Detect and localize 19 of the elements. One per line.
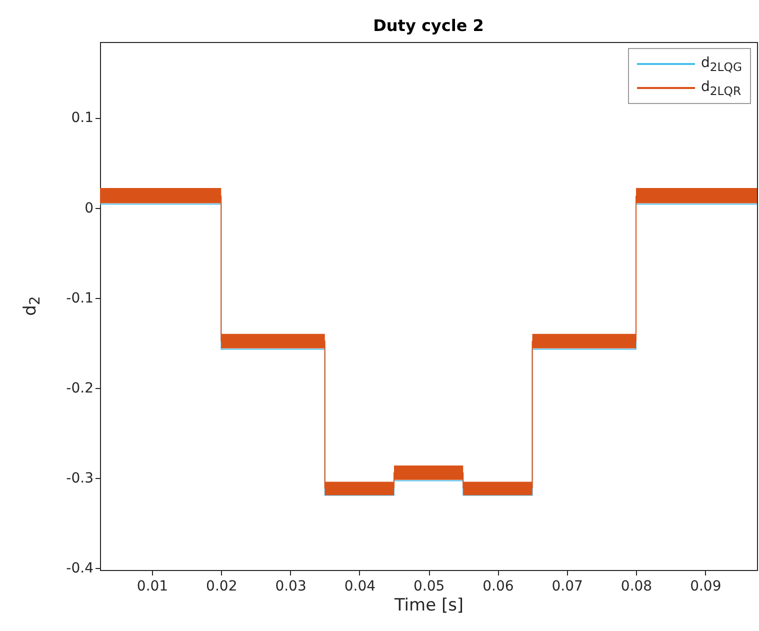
y-tick-label: -0.4 <box>66 560 94 577</box>
legend-label: d$_{2LQG}$ <box>700 54 742 74</box>
x-tick-label: 0.08 <box>620 578 652 594</box>
x-tick-label: 0.04 <box>344 578 376 594</box>
x-tick-label: 0.03 <box>275 578 306 594</box>
x-tick-label: 0.05 <box>413 578 445 594</box>
y-tick-label: 0.1 <box>71 110 94 126</box>
y-tick-label: -0.1 <box>66 290 94 306</box>
y-tick-label: 0 <box>84 200 94 216</box>
chart-title: Duty cycle 2 <box>373 16 484 35</box>
x-tick-label: 0.01 <box>136 578 168 594</box>
y-tick-label: -0.2 <box>66 380 94 396</box>
y-tick-label: -0.3 <box>66 470 94 487</box>
x-tick-label: 0.07 <box>552 578 583 594</box>
legend-label: d$_{2LQR}$ <box>700 78 742 98</box>
x-tick-label: 0.02 <box>206 578 238 594</box>
x-axis-title: Time [s] <box>393 596 464 616</box>
x-tick-label: 0.06 <box>482 578 514 594</box>
x-tick-label: 0.09 <box>690 578 722 594</box>
